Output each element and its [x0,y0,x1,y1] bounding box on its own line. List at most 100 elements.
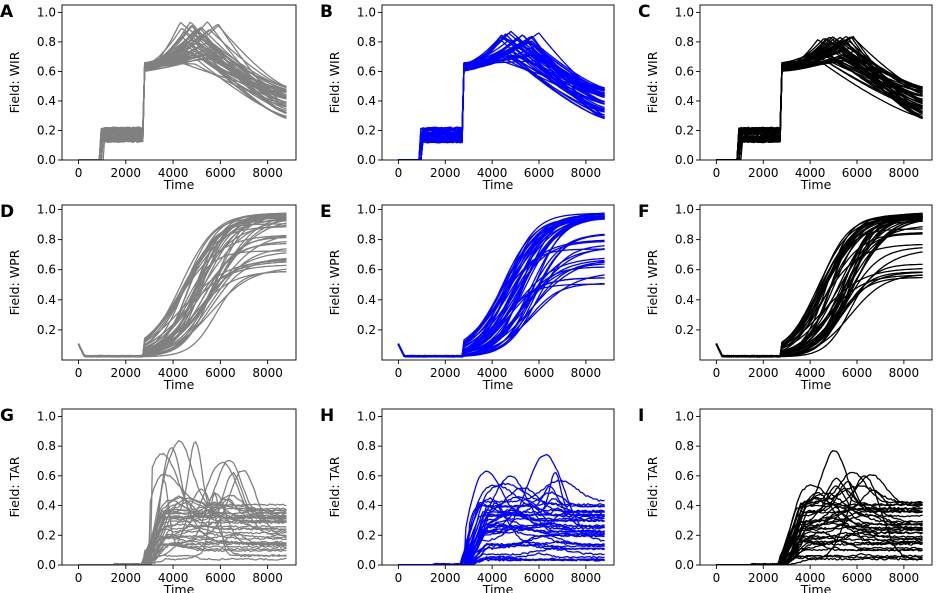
axes-frame [61,4,297,161]
x-tick-label: 0 [75,166,83,180]
y-axis-label: Field: WPR [327,249,342,315]
panel-h: 0.0 0.2 0.4 0.6 0.8 1.0 0 2000 4000 6000 8000 Time F… [320,406,615,593]
series-line-27 [78,52,287,160]
series-line-37 [398,484,605,565]
series-line-43 [716,45,923,160]
y-tick-label: 0.6 [357,469,376,483]
x-axis-label: Time [482,377,514,392]
y-tick-label: 0.4 [357,499,376,513]
y-tick-label: 0.8 [357,439,376,453]
y-tick-label: 0.2 [675,323,694,337]
panel-b: 0.0 0.2 0.4 0.6 0.8 1.0 0 2000 4000 6000 8000 Time F… [320,2,615,192]
y-tick-label: 0.8 [37,439,56,453]
y-tick-label: 0.2 [357,323,376,337]
y-tick-label: 0.8 [37,35,56,49]
panel-letter: D [0,202,14,222]
panel-a: 0.0 0.2 0.4 0.6 0.8 1.0 0 2000 4000 6000 8000 Time F… [0,2,297,192]
x-tick-label: 2000 [748,366,779,380]
y-tick-label: 0.8 [37,233,56,247]
x-tick-label: 8000 [252,571,283,585]
y-tick-label: 1.0 [357,5,376,19]
x-tick-label: 6000 [524,571,555,585]
series-line-38 [716,485,923,565]
axes-frame [381,408,615,566]
y-axis-label: Field: TAR [645,456,660,517]
series-line-23 [78,542,287,565]
y-tick-label: 0.6 [37,469,56,483]
series-line-40 [716,57,923,160]
series-line-35 [398,507,605,565]
series-line-30 [78,495,287,565]
y-tick-label: 0.6 [675,469,694,483]
series-line-24 [716,450,923,565]
y-tick-label: 0.4 [675,499,694,513]
x-tick-label: 0 [713,571,721,585]
x-tick-label: 6000 [842,571,873,585]
y-tick-label: 0.4 [675,94,694,108]
x-tick-label: 0 [75,366,83,380]
series-group [78,439,287,565]
x-tick-label: 4000 [795,571,826,585]
series-line-8 [78,54,287,160]
x-axis-label: Time [482,177,514,192]
x-tick-label: 4000 [795,166,826,180]
x-tick-label: 4000 [477,166,508,180]
y-axis-label: Field: WIR [645,51,660,113]
x-axis-label: Time [163,377,195,392]
x-tick-label: 0 [395,366,403,380]
y-axis-label: Field: WIR [327,51,342,113]
y-tick-label: 0.4 [357,94,376,108]
series-line-44 [78,46,287,160]
x-tick-label: 4000 [795,366,826,380]
series-group [716,35,923,160]
series-line-25 [78,460,287,565]
series-line-19 [78,517,287,565]
series-line-44 [398,44,605,160]
series-line-37 [78,491,287,565]
axes-frame [699,204,933,361]
series-line-26 [716,496,923,565]
series-line-17 [398,479,605,565]
y-tick-label: 0.6 [675,64,694,78]
series-line-45 [716,39,923,160]
y-axis-label: Field: TAR [327,456,342,517]
x-tick-label: 8000 [889,571,920,585]
y-tick-label: 0.6 [37,64,56,78]
y-tick-label: 1.0 [357,203,376,217]
y-axis-label: Field: WIR [7,51,22,113]
series-group [397,212,605,358]
x-tick-label: 4000 [158,366,189,380]
y-tick-label: 0.2 [37,323,56,337]
y-axis-label: Field: WPR [645,249,660,315]
axes-frame [61,408,297,566]
series-line-6 [716,56,923,160]
series-line-34 [716,516,923,565]
series-line-15 [78,533,287,565]
y-tick-label: 0.8 [675,35,694,49]
x-tick-label: 8000 [252,166,283,180]
series-line-5 [78,55,287,160]
y-axis-label: Field: WPR [7,249,22,315]
x-tick-label: 4000 [158,166,189,180]
x-tick-label: 6000 [842,166,873,180]
axes-frame [381,204,615,361]
x-tick-label: 8000 [889,166,920,180]
y-tick-label: 0.8 [357,35,376,49]
y-tick-label: 0.6 [37,263,56,277]
x-tick-label: 8000 [252,366,283,380]
x-tick-label: 2000 [748,571,779,585]
series-line-32 [78,538,287,565]
series-line-32 [78,62,287,160]
series-group [398,453,606,565]
series-line-28 [78,479,287,565]
panel-letter: E [320,202,332,222]
x-axis-label: Time [163,582,195,593]
series-line-20 [398,52,605,160]
x-tick-label: 0 [713,366,721,380]
x-tick-label: 0 [713,166,721,180]
x-tick-label: 4000 [477,366,508,380]
y-tick-label: 1.0 [37,409,56,423]
series-group [715,212,923,358]
series-line-7 [398,491,605,565]
series-line-24 [78,530,287,565]
